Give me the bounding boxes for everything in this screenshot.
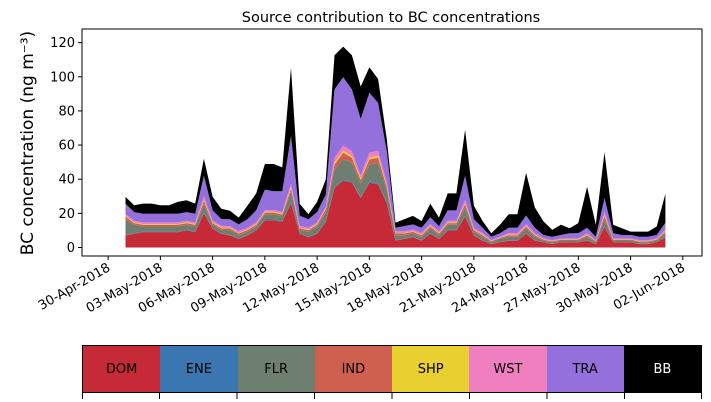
y-tick-label: 100 [50,70,75,85]
legend-item-tra: TRA [546,346,624,392]
y-tick-label: 20 [58,207,75,222]
area-series-flr [125,159,666,244]
legend-item-flr: FLR [237,346,315,392]
area-series-bb [125,46,666,237]
legend-ticks [82,393,702,399]
area-layers [125,46,666,248]
legend-item-ene: ENE [160,346,238,392]
legend-item-shp: SHP [392,346,470,392]
y-axis-label: BC concentration (ng m⁻³) [18,31,38,255]
legend-item-wst: WST [469,346,547,392]
stacked-area-chart: Source contribution to BC concentrations… [18,10,703,316]
area-series-wst [125,145,666,241]
legend-item-bb: BB [623,346,701,392]
legend-colorbar: DOM ENE FLR IND SHP WST TRA BB [82,345,702,393]
y-tick-label: 0 [67,241,75,256]
y-tick-label: 80 [58,104,75,119]
area-series-dom [125,180,666,248]
legend-item-ind: IND [314,346,392,392]
y-tick-label: 120 [50,36,75,51]
plot-frame [81,28,703,257]
y-tick-label: 60 [58,139,75,154]
chart-title: Source contribution to BC concentrations [242,10,540,26]
area-series-shp [125,150,666,242]
legend-item-dom: DOM [83,346,161,392]
y-tick-label: 40 [58,173,75,188]
area-series-ind [125,152,666,243]
